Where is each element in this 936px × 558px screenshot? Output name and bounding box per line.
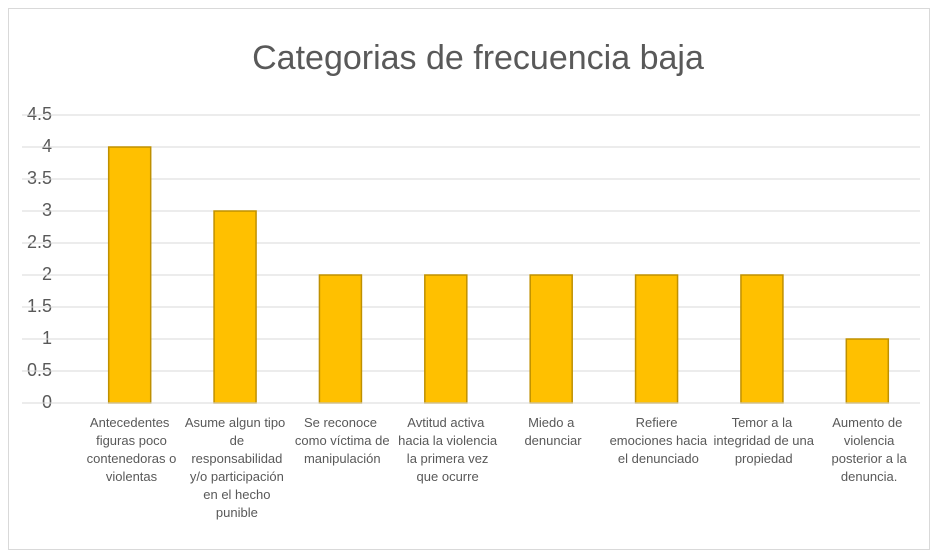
bar xyxy=(529,274,573,404)
x-tick-label: Temor a la integridad de una propiedad xyxy=(710,415,815,466)
y-tick-label: 4.5 xyxy=(27,104,52,124)
x-tick-label: Antecedentes figuras poco contenedoras o… xyxy=(83,415,176,484)
bar xyxy=(634,274,679,404)
bar xyxy=(213,210,257,404)
x-tick-label: Aumento de violencia posterior a la denu… xyxy=(828,415,908,484)
x-tick-label: Avtitud activa hacia la violencia la pri… xyxy=(395,415,498,484)
y-tick-label: 3.5 xyxy=(27,168,52,188)
y-tick-label: 2 xyxy=(42,264,52,284)
y-tick-label: 3 xyxy=(42,200,52,220)
x-tick-label: Asume algun tipo de responsabilidad y/o … xyxy=(185,415,285,520)
bar xyxy=(107,146,152,404)
chart-title: Categorias de frecuencia baja xyxy=(252,39,704,77)
y-tick-label: 4 xyxy=(42,136,52,156)
bar xyxy=(845,338,890,404)
y-tick-label: 0 xyxy=(42,392,52,412)
x-tick-label: Refiere emociones hacia el denunciado xyxy=(606,415,708,466)
x-tick-label: Miedo a denunciar xyxy=(521,415,582,448)
y-tick-label: 1 xyxy=(42,328,52,348)
y-tick-label: 0.5 xyxy=(27,360,52,380)
y-tick-label: 2.5 xyxy=(27,232,52,252)
bar xyxy=(318,274,363,404)
x-tick-label: Se reconoce como víctima de manipulación xyxy=(291,415,389,466)
bar xyxy=(424,274,468,404)
bar xyxy=(740,274,784,404)
y-tick-label: 1.5 xyxy=(27,296,52,316)
